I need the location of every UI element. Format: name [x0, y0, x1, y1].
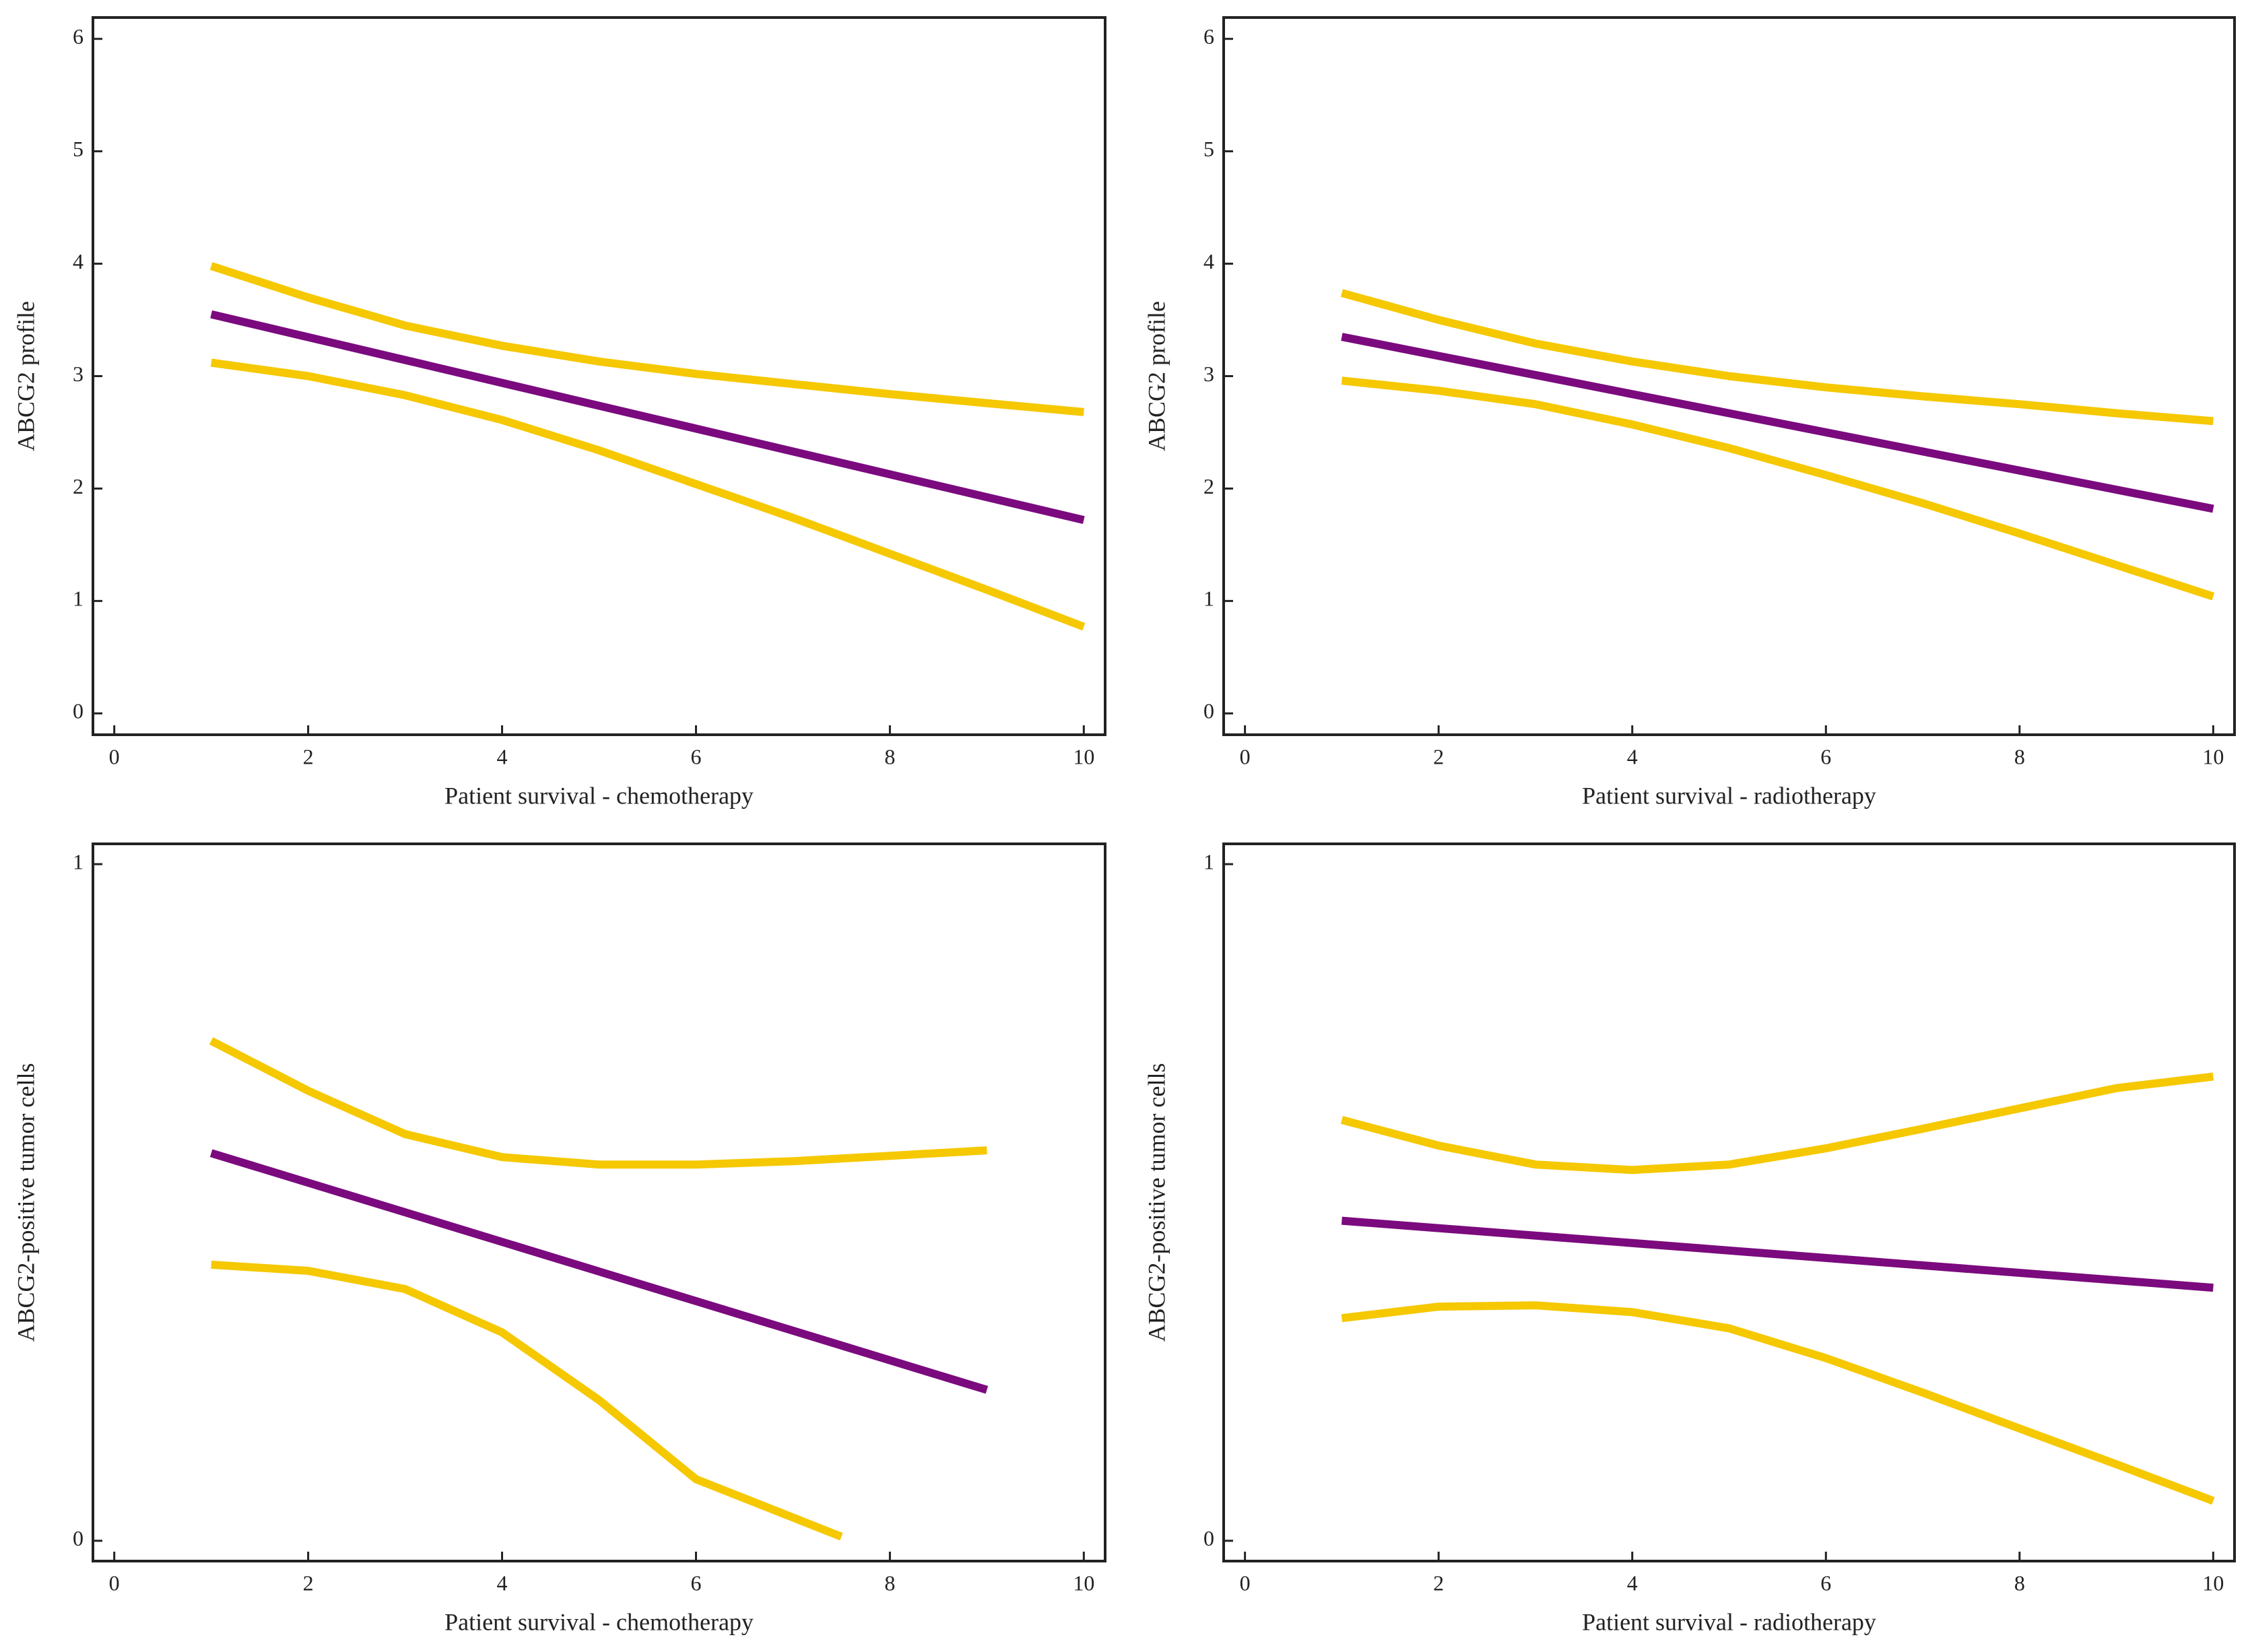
- x-axis-title: Patient survival - chemotherapy: [444, 1608, 754, 1635]
- y-axis-title: ABCG2 profile: [12, 301, 39, 451]
- y-tick-label: 3: [73, 362, 84, 386]
- y-tick-label: 5: [1203, 137, 1214, 161]
- x-tick-label: 6: [690, 744, 701, 768]
- y-tick-label: 4: [73, 249, 84, 273]
- series-line: [210, 310, 1085, 525]
- y-tick-label: 1: [1203, 587, 1214, 611]
- x-tick-label: 10: [1073, 1571, 1094, 1595]
- y-tick-label: 6: [73, 24, 84, 48]
- y-axis-title: ABCG2-positive tumor cells: [1143, 1063, 1170, 1342]
- y-tick-label: 0: [1203, 699, 1214, 723]
- x-axis-title: Patient survival - chemotherapy: [444, 782, 754, 809]
- x-tick-label: 8: [884, 744, 895, 768]
- panel: 0 2 4 6 8 10 0 1 Patient survival - radiotherapy…: [1143, 842, 2236, 1635]
- y-tick-label: 5: [73, 137, 84, 161]
- plot-frame: [92, 16, 1106, 736]
- series-line: [1341, 1216, 2214, 1292]
- series-line: [1340, 289, 2214, 426]
- y-axis-title: ABCG2 profile: [1143, 301, 1170, 451]
- x-tick-label: 4: [1627, 1571, 1638, 1595]
- y-tick-label: 2: [73, 474, 84, 498]
- x-tick-label: 2: [303, 1571, 314, 1595]
- x-tick-label: 8: [2014, 1571, 2025, 1595]
- y-tick-label: 0: [73, 1526, 84, 1550]
- series-line: [1341, 333, 2214, 513]
- panel: 0 2 4 6 8 10 0 1 Patient survival - chemotherapy…: [12, 842, 1106, 1635]
- x-tick-label: 10: [2202, 744, 2224, 768]
- plot-frame: [1222, 842, 2236, 1562]
- x-tick-label: 0: [109, 1571, 120, 1595]
- x-tick-label: 4: [1627, 744, 1638, 768]
- y-tick-label: 1: [73, 849, 84, 873]
- x-tick-label: 6: [1820, 744, 1831, 768]
- series-line: [209, 1149, 989, 1394]
- x-tick-label: 0: [1240, 744, 1251, 768]
- panel: 0 2 4 6 8 10 0 1 2 3 4 5 6 Patient survival - radioth…: [1143, 16, 2236, 809]
- series-line: [1341, 1301, 2215, 1505]
- series-line: [1340, 1072, 2214, 1175]
- x-tick-label: 6: [1820, 1571, 1831, 1595]
- x-tick-label: 8: [884, 1571, 895, 1595]
- y-tick-label: 2: [1203, 474, 1214, 498]
- x-tick-label: 0: [109, 744, 120, 768]
- series-line: [211, 1260, 843, 1541]
- y-tick-label: 4: [1203, 249, 1214, 273]
- x-tick-label: 10: [2202, 1571, 2224, 1595]
- series-line: [209, 262, 1084, 416]
- series-line: [209, 1037, 987, 1169]
- x-tick-label: 6: [690, 1571, 701, 1595]
- series-line: [1341, 376, 2215, 601]
- series-line: [210, 358, 1086, 631]
- x-tick-label: 4: [497, 1571, 508, 1595]
- y-tick-label: 1: [1203, 849, 1214, 873]
- x-tick-label: 2: [1433, 744, 1444, 768]
- x-tick-label: 2: [303, 744, 314, 768]
- x-axis-title: Patient survival - radiotherapy: [1582, 1608, 1876, 1635]
- x-tick-label: 0: [1240, 1571, 1251, 1595]
- y-tick-label: 0: [1203, 1526, 1214, 1550]
- x-tick-label: 2: [1433, 1571, 1444, 1595]
- y-tick-label: 3: [1203, 362, 1214, 386]
- panel: 0 2 4 6 8 10 0 1 2 3 4 5 6 Patient survival - chemoth…: [12, 16, 1106, 809]
- x-tick-label: 8: [2014, 744, 2025, 768]
- y-tick-label: 6: [1203, 24, 1214, 48]
- plot-frame: [92, 842, 1106, 1562]
- y-axis-title: ABCG2-positive tumor cells: [12, 1063, 39, 1342]
- x-tick-label: 4: [497, 744, 508, 768]
- x-tick-label: 10: [1073, 744, 1094, 768]
- x-axis-title: Patient survival - radiotherapy: [1582, 782, 1876, 809]
- y-tick-label: 1: [73, 587, 84, 611]
- y-tick-label: 0: [73, 699, 84, 723]
